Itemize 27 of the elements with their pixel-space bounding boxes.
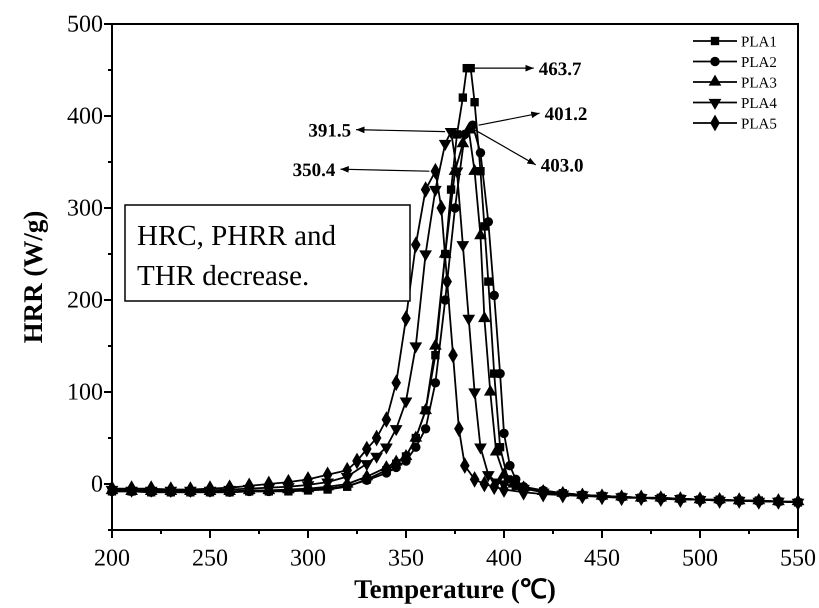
y-tick-label: 300: [67, 196, 103, 222]
x-tick-label: 250: [192, 545, 228, 572]
y-tick-label: 0: [91, 472, 103, 498]
x-tick-label: 500: [682, 545, 718, 572]
x-tick-label: 450: [584, 545, 620, 572]
annotation: 350.4: [292, 160, 336, 181]
annotation: 463.7: [538, 58, 582, 80]
y-tick-label: 500: [67, 12, 103, 38]
x-axis-title: Temperature (℃): [354, 574, 556, 604]
legend-label: PLA5: [741, 116, 777, 132]
legend-label: PLA1: [741, 34, 777, 50]
x-tick-label: 550: [780, 545, 816, 572]
x-tick-label: 350: [388, 545, 424, 572]
annotation: HRC, PHRR and THR decrease.: [137, 220, 337, 292]
y-tick-label: 400: [67, 104, 103, 130]
x-tick-label: 300: [290, 545, 326, 572]
legend-label: PLA2: [741, 54, 777, 71]
y-tick-label: 100: [67, 380, 103, 406]
x-tick-label: 400: [486, 545, 522, 572]
annotation: 401.2: [544, 104, 588, 125]
y-tick-label: 200: [67, 288, 103, 314]
legend-label: PLA4: [741, 96, 778, 112]
legend-label: PLA3: [741, 75, 777, 92]
annotation: 403.0: [540, 155, 584, 176]
x-tick-label: 200: [94, 545, 130, 572]
y-axis-title: HRR (W/g): [18, 210, 48, 344]
annotation: 391.5: [308, 120, 352, 142]
